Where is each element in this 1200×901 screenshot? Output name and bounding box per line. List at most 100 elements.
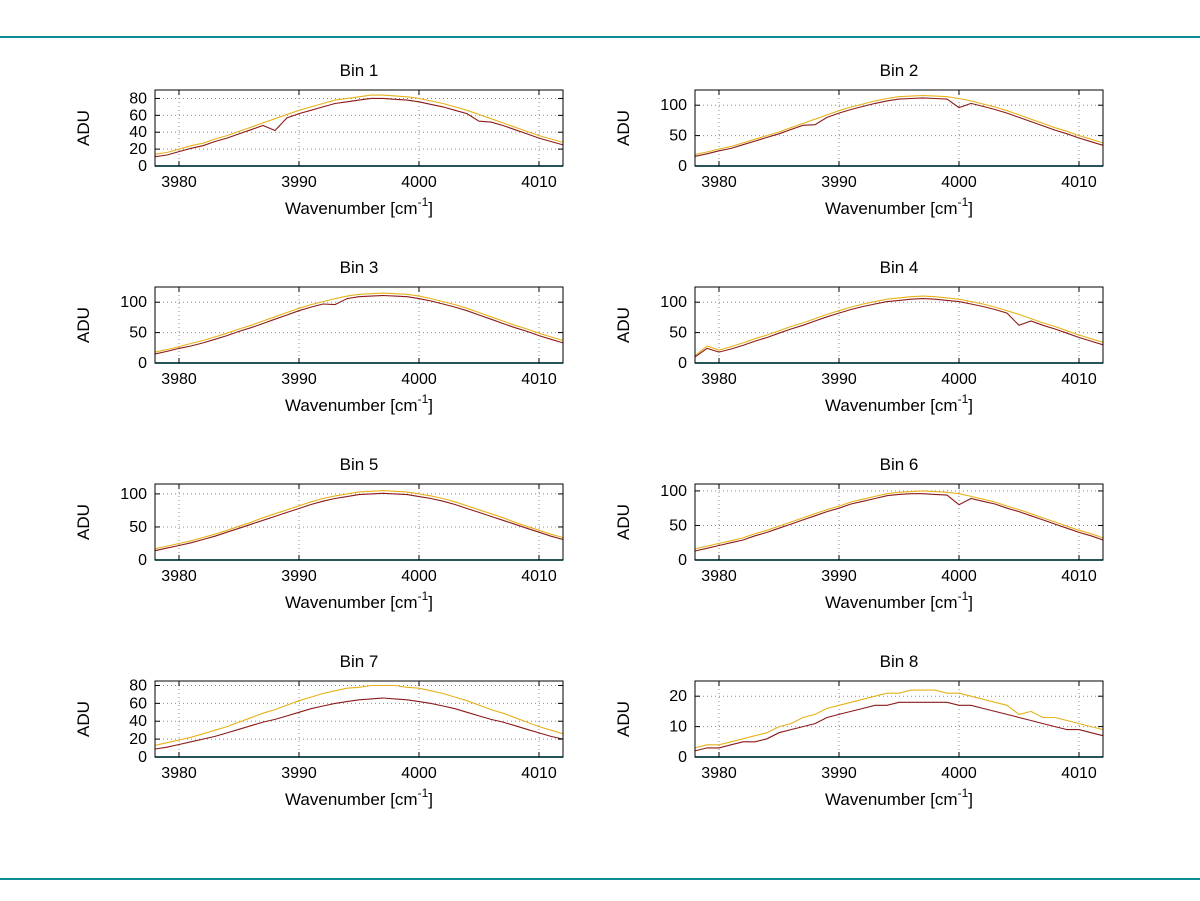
chart-svg: 3980 3990 4000 4010 0 50 100 Bin 5 ADU Wavenumber… xyxy=(74,455,564,612)
axes-box xyxy=(694,89,1104,167)
series-lower-line xyxy=(694,701,1104,752)
y-tick-label: 0 xyxy=(678,158,687,175)
x-tick-label: 4000 xyxy=(941,174,977,191)
y-tick-label: 100 xyxy=(660,294,687,311)
y-tick-label: 80 xyxy=(129,90,147,107)
x-tick-label: 3990 xyxy=(281,174,317,191)
series-lower-line xyxy=(694,97,1104,157)
y-tick-label: 50 xyxy=(669,128,687,145)
x-tick-label: 4010 xyxy=(1061,174,1097,191)
x-tick-label: 4000 xyxy=(401,174,437,191)
chart-bin-3: 3980 3990 4000 4010 0 50 100 Bin 3 ADU Wavenumber… xyxy=(55,242,595,439)
axes-box xyxy=(694,680,1104,758)
chart-bin-8: 3980 3990 4000 4010 0 10 20 Bin 8 ADU Wavenumber … xyxy=(595,636,1135,833)
y-tick-label: 80 xyxy=(129,677,147,694)
chart-title: Bin 2 xyxy=(880,61,919,80)
chart-title: Bin 3 xyxy=(340,258,379,277)
y-axis-label: ADU xyxy=(74,110,93,146)
chart-title: Bin 5 xyxy=(340,455,379,474)
y-tick-label: 50 xyxy=(669,325,687,342)
x-tick-label: 3990 xyxy=(281,765,317,782)
x-tick-label: 4010 xyxy=(1061,371,1097,388)
chart-bin-5: 3980 3990 4000 4010 0 50 100 Bin 5 ADU Wavenumber… xyxy=(55,439,595,636)
series-lower-line xyxy=(154,697,564,750)
subplot-grid: 3980 3990 4000 4010 0 20 40 60 80 Bin 1 ADU Wavenum… xyxy=(55,45,1135,833)
figure-frame-bottom-line xyxy=(0,878,1200,880)
chart-title: Bin 8 xyxy=(880,652,919,671)
y-axis-label: ADU xyxy=(614,307,633,343)
x-tick-label: 4010 xyxy=(521,568,557,585)
chart-svg: 3980 3990 4000 4010 0 50 100 Bin 6 ADU Wavenumber… xyxy=(614,455,1104,612)
y-tick-label: 0 xyxy=(678,355,687,372)
x-tick-label: 4000 xyxy=(401,765,437,782)
chart-svg: 3980 3990 4000 4010 0 50 100 Bin 3 ADU Wavenumber… xyxy=(74,258,564,415)
x-tick-label: 4000 xyxy=(401,371,437,388)
x-tick-label: 3980 xyxy=(701,174,737,191)
y-tick-label: 40 xyxy=(129,713,147,730)
x-tick-label: 3980 xyxy=(161,371,197,388)
y-tick-label: 100 xyxy=(660,483,687,500)
series-upper-line xyxy=(694,295,1104,357)
x-tick-label: 3990 xyxy=(821,568,857,585)
chart-title: Bin 1 xyxy=(340,61,379,80)
axes-box xyxy=(154,89,564,167)
x-axis-label: Wavenumber [cm-1] xyxy=(285,392,433,415)
chart-title: Bin 7 xyxy=(340,652,379,671)
series-lower-line xyxy=(154,492,564,552)
axes-box xyxy=(154,680,564,758)
x-axis-label: Wavenumber [cm-1] xyxy=(285,786,433,809)
series-lower-line xyxy=(694,493,1104,552)
x-tick-label: 3990 xyxy=(821,765,857,782)
chart-title: Bin 4 xyxy=(880,258,919,277)
x-axis-label: Wavenumber [cm-1] xyxy=(825,786,973,809)
y-tick-label: 50 xyxy=(129,519,147,536)
x-tick-label: 3980 xyxy=(161,568,197,585)
x-tick-label: 3990 xyxy=(821,174,857,191)
y-tick-label: 0 xyxy=(138,552,147,569)
y-axis-label: ADU xyxy=(74,307,93,343)
y-tick-label: 0 xyxy=(678,552,687,569)
y-axis-label: ADU xyxy=(614,701,633,737)
chart-bin-7: 3980 3990 4000 4010 0 20 40 60 80 Bin 7 ADU Wavenum… xyxy=(55,636,595,833)
y-tick-label: 100 xyxy=(120,294,147,311)
y-tick-label: 40 xyxy=(129,124,147,141)
chart-svg: 3980 3990 4000 4010 0 10 20 Bin 8 ADU Wavenumber … xyxy=(614,652,1104,809)
x-tick-label: 4010 xyxy=(1061,765,1097,782)
axes-box xyxy=(694,286,1104,364)
axes-box xyxy=(154,483,564,561)
y-tick-label: 60 xyxy=(129,695,147,712)
y-tick-label: 0 xyxy=(138,355,147,372)
y-tick-label: 60 xyxy=(129,107,147,124)
series-upper-line xyxy=(694,94,1104,155)
series-upper-line xyxy=(154,94,564,155)
series-upper-line xyxy=(154,490,564,550)
chart-title: Bin 6 xyxy=(880,455,919,474)
y-tick-label: 20 xyxy=(669,688,687,705)
series-upper-line xyxy=(154,292,564,353)
y-tick-label: 100 xyxy=(120,486,147,503)
axes-box xyxy=(154,286,564,364)
chart-bin-6: 3980 3990 4000 4010 0 50 100 Bin 6 ADU Wavenumber… xyxy=(595,439,1135,636)
series-upper-line xyxy=(694,689,1104,749)
series-lower-line xyxy=(154,294,564,355)
series-upper-line xyxy=(154,684,564,746)
x-tick-label: 4000 xyxy=(941,765,977,782)
y-tick-label: 20 xyxy=(129,141,147,158)
chart-svg: 3980 3990 4000 4010 0 50 100 Bin 4 ADU Wavenumber… xyxy=(614,258,1104,415)
x-tick-label: 4010 xyxy=(1061,568,1097,585)
series-upper-line xyxy=(694,490,1104,550)
y-axis-label: ADU xyxy=(614,110,633,146)
series-lower-line xyxy=(694,298,1104,358)
x-tick-label: 3980 xyxy=(161,765,197,782)
x-axis-label: Wavenumber [cm-1] xyxy=(825,392,973,415)
chart-svg: 3980 3990 4000 4010 0 50 100 Bin 2 ADU Wavenumber… xyxy=(614,61,1104,218)
x-tick-label: 3990 xyxy=(281,568,317,585)
y-axis-label: ADU xyxy=(74,701,93,737)
y-tick-label: 0 xyxy=(138,158,147,175)
x-tick-label: 4010 xyxy=(521,371,557,388)
y-tick-label: 0 xyxy=(678,749,687,766)
chart-bin-2: 3980 3990 4000 4010 0 50 100 Bin 2 ADU Wavenumber… xyxy=(595,45,1135,242)
